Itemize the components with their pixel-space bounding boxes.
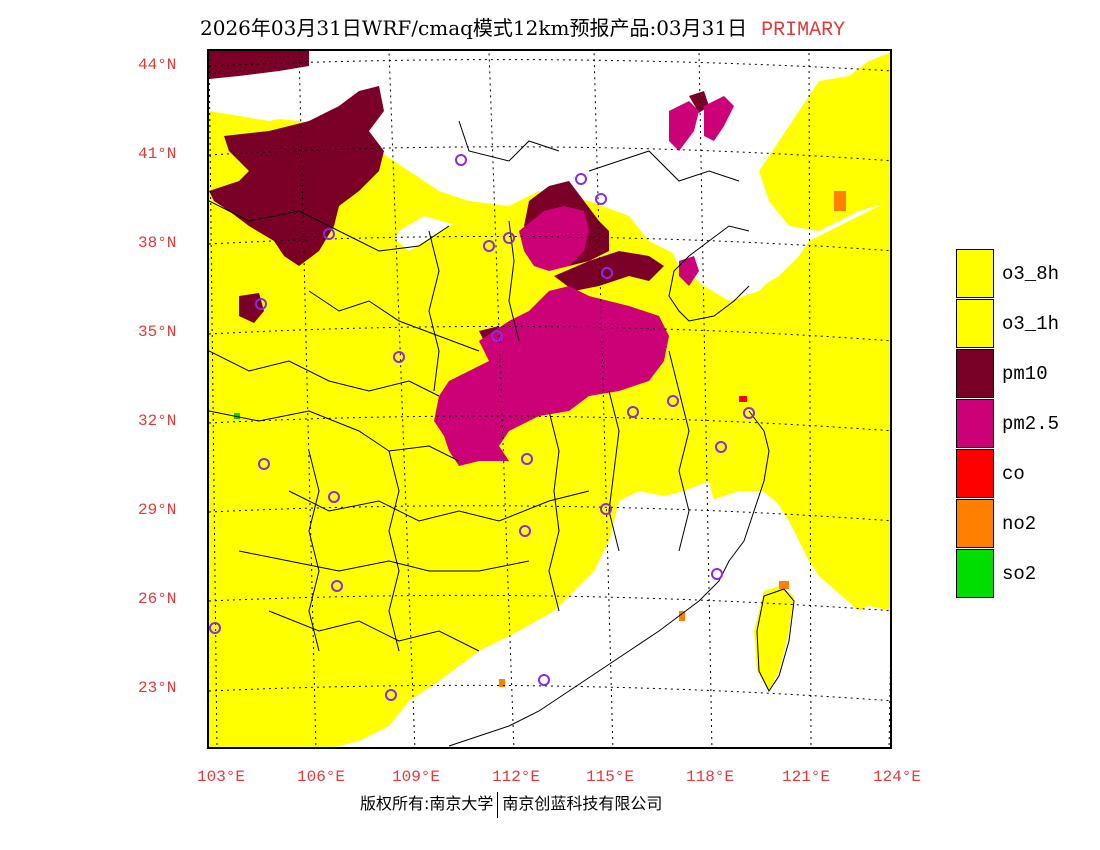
pm25-region-central [434, 286, 669, 466]
lon-label-124: 124°E [873, 768, 922, 786]
lat-label-29: 29°N [138, 501, 177, 519]
legend-label-pm10: pm10 [1002, 363, 1048, 385]
legend-label-so2: so2 [1002, 563, 1037, 585]
no2-spot-1 [834, 191, 846, 211]
legend-swatch-co [956, 449, 994, 498]
lat-label-23: 23°N [138, 679, 177, 697]
lat-label-41: 41°N [138, 145, 177, 163]
city-markers [209, 154, 755, 701]
lon-label-109: 109°E [392, 768, 441, 786]
legend-label-o3-8h: o3_8h [1002, 263, 1060, 285]
legend-swatch-pm25 [956, 399, 994, 448]
lat-label-44: 44°N [138, 56, 177, 74]
lat-label-32: 32°N [138, 412, 177, 430]
title-text: 2026年03月31日WRF/cmaq模式12km预报产品:03月31日 [200, 16, 748, 40]
o3-region-main [209, 191, 890, 747]
lon-label-112: 112°E [492, 768, 541, 786]
coastline [448, 225, 795, 747]
lat-label-26: 26°N [138, 590, 177, 608]
lon-label-106: 106°E [297, 768, 346, 786]
legend-swatch-o3-8h [956, 249, 994, 298]
legend-swatch-no2 [956, 499, 994, 548]
legend-swatch-pm10 [956, 349, 994, 398]
title-tag: PRIMARY [761, 19, 846, 42]
lon-label-103: 103°E [197, 768, 246, 786]
copyright: 版权所有:南京大学 南京创蓝科技有限公司 [360, 790, 662, 818]
lon-label-115: 115°E [586, 768, 635, 786]
map-title: 2026年03月31日WRF/cmaq模式12km预报产品:03月31日 PRIM… [200, 12, 845, 42]
legend-swatch-o3-1h [956, 299, 994, 348]
legend-label-co: co [1002, 463, 1025, 485]
pm10-region-northwest [209, 51, 309, 79]
copyright-right: 南京创蓝科技有限公司 [502, 794, 663, 813]
co-spot-1 [739, 396, 747, 402]
lat-label-35: 35°N [138, 323, 177, 341]
o3-region-east-sea [729, 212, 890, 611]
map-canvas [209, 51, 890, 747]
copyright-divider [497, 791, 499, 818]
clean-region-yellowsea [669, 211, 779, 301]
graticule [209, 51, 890, 747]
pm10-region-hebei [554, 251, 664, 291]
no2-spot-4 [499, 679, 505, 687]
legend-label-pm25: pm2.5 [1002, 413, 1060, 435]
pm25-region-northeast2 [704, 96, 734, 141]
pm10-region-inner-mongolia [209, 86, 384, 266]
o3-region-northeast [759, 52, 890, 231]
legend-swatch-so2 [956, 549, 994, 598]
lat-label-38: 38°N [138, 234, 177, 252]
legend-label-o3-1h: o3_1h [1002, 313, 1060, 335]
lon-label-121: 121°E [782, 768, 831, 786]
copyright-left: 版权所有:南京大学 [360, 794, 494, 813]
pm25-region-shandong [679, 256, 699, 286]
lon-label-118: 118°E [686, 768, 735, 786]
no2-spot-2 [779, 581, 789, 589]
so2-spot-1 [234, 413, 240, 419]
map-area [207, 49, 892, 749]
no2-spot-3 [679, 611, 685, 621]
province-borders [209, 120, 740, 652]
o3-region-taiwan [754, 586, 794, 691]
legend-label-no2: no2 [1002, 513, 1037, 535]
pm25-region-northeast [669, 101, 699, 151]
pm25-region-north [519, 206, 589, 271]
